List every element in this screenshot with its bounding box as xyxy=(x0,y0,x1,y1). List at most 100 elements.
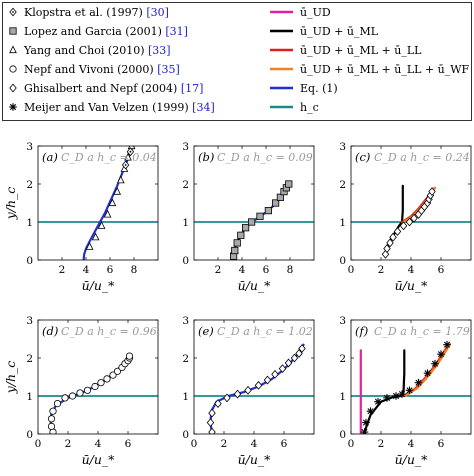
y-tick-label: 2 xyxy=(339,179,346,191)
data-point-diamond xyxy=(284,358,293,368)
data-point-asterisk xyxy=(437,350,445,358)
legend-marker-asterisk xyxy=(9,103,17,111)
asterisk-stroke xyxy=(424,370,431,377)
data-point-square-grey xyxy=(247,218,256,226)
data-point-square-grey xyxy=(271,199,280,207)
cd-label: C_D a h_c = 0.96 xyxy=(61,325,157,338)
data-point-diamond xyxy=(206,418,215,428)
data-point-square-grey xyxy=(264,206,273,215)
data-point-circle xyxy=(49,407,57,415)
y-tick-label: 2 xyxy=(26,353,33,365)
data-point-triangle xyxy=(124,152,132,161)
data-point-diamond xyxy=(386,238,394,248)
panel-label: (f) xyxy=(355,324,368,338)
data-point-asterisk xyxy=(405,386,414,395)
asterisk-stroke xyxy=(443,341,451,348)
legend-model-label: ū_UD + ū_ML + ū_LL xyxy=(300,44,422,57)
data-point-asterisk xyxy=(366,407,375,415)
data-point-diamond-dot xyxy=(137,121,143,129)
cd-label: C_D a h_c = 0.04 xyxy=(61,151,157,164)
x-tick-label: 4 xyxy=(408,438,415,450)
data-point-diamond xyxy=(233,389,242,399)
legend-model-label: ū_UD + ū_ML xyxy=(300,25,379,38)
data-point-circle xyxy=(47,422,56,430)
series-line xyxy=(209,343,305,434)
data-point-diamond xyxy=(383,244,391,254)
data-point-square-grey xyxy=(256,212,264,220)
x-tick-label: 0 xyxy=(35,438,42,450)
legend-marker-diamond xyxy=(9,83,17,93)
data-point-square-grey xyxy=(237,231,245,239)
asterisk-stroke xyxy=(374,398,382,405)
data-point-diamond xyxy=(223,393,231,403)
legend-marker-square-grey xyxy=(9,27,17,35)
y-tick-label: 1 xyxy=(182,217,189,229)
cd-label: C_D a h_c = 0.24 xyxy=(374,151,470,164)
chart-panel-e: 0 2 4 6 0 1 2 3 (e) C_D a h_c = 1.02 ū/u_* xyxy=(182,315,315,467)
y-tick-label: 3 xyxy=(26,315,33,327)
y-tick-label: 0 xyxy=(182,429,189,441)
y-axis-label: y/h_c xyxy=(3,187,18,221)
x-axis-label: ū/u_* xyxy=(395,278,429,293)
data-point-triangle xyxy=(131,133,137,139)
data-point-circle xyxy=(103,375,111,383)
y-tick-label: 0 xyxy=(182,255,189,267)
data-point-circle xyxy=(113,367,122,375)
asterisk-stroke xyxy=(398,391,406,398)
x-axis-label: ū/u_* xyxy=(238,452,272,467)
x-tick-label: 4 xyxy=(239,264,246,276)
series-line xyxy=(363,349,406,434)
data-point-diamond xyxy=(410,213,418,223)
legend-model-label: Eq. (1) xyxy=(300,82,338,95)
legend-frame xyxy=(2,2,472,121)
legend-dataset-ref: [34] xyxy=(192,101,215,114)
data-point-diamond-dot xyxy=(134,129,140,137)
data-point-diamond xyxy=(290,353,299,363)
panel-frame xyxy=(37,319,159,435)
asterisk-stroke xyxy=(431,360,439,367)
panel-label: (c) xyxy=(355,150,370,164)
panel-label: (e) xyxy=(198,324,214,338)
data-point-triangle xyxy=(108,198,117,207)
data-point-asterisk xyxy=(383,394,391,402)
data-point-triangle xyxy=(133,125,139,131)
y-tick-label: 2 xyxy=(339,353,346,365)
data-point-circle xyxy=(53,399,62,408)
chart-panel-d: 0 2 4 6 0 1 2 3 (d) C_D a h_c = 0.96 y/h_c ū/u_* xyxy=(3,315,159,467)
legend-dataset-label: Yang and Choi (2010) [33] xyxy=(23,44,171,57)
data-point-triangle xyxy=(127,146,136,150)
data-point-diamond xyxy=(393,227,402,236)
legend-marker-circle xyxy=(9,65,17,73)
data-point-diamond-dot-dot xyxy=(139,124,141,126)
chart-panels: 2 4 6 8 0 1 2 3 (a) C_D a h_c = 0.04 y/h_c ū/u_* 2 4 6… xyxy=(3,121,472,467)
legend-dataset-label: Lopez and Garcia (2001) [31] xyxy=(24,25,188,38)
y-tick-label: 0 xyxy=(339,429,346,441)
legend-dataset-ref: [31] xyxy=(165,25,188,38)
data-point-square-grey xyxy=(233,239,241,247)
data-point-diamond xyxy=(254,380,263,390)
data-point-triangle xyxy=(113,187,122,195)
series-line xyxy=(403,342,452,398)
legend-dataset-label: Klopstra et al. (1997) [30] xyxy=(24,6,169,19)
x-tick-label: 6 xyxy=(438,264,445,276)
y-tick-label: 3 xyxy=(182,315,189,327)
data-point-diamond xyxy=(405,217,414,227)
x-tick-label: 2 xyxy=(378,264,385,276)
data-point-diamond xyxy=(298,344,306,353)
y-axis-label: y/h_c xyxy=(3,361,18,395)
y-tick-label: 0 xyxy=(26,429,33,441)
x-axis-label: ū/u_* xyxy=(82,278,116,293)
data-point-square-grey xyxy=(241,224,250,232)
asterisk-stroke xyxy=(362,419,370,426)
data-point-diamond xyxy=(389,232,397,242)
data-point-diamond xyxy=(263,375,272,385)
x-tick-label: 6 xyxy=(107,264,114,276)
x-tick-label: 4 xyxy=(408,264,415,276)
chart-panel-a: 2 4 6 8 0 1 2 3 (a) C_D a h_c = 0.04 y/h_c ū/u_* xyxy=(3,121,159,293)
data-point-asterisk xyxy=(374,397,382,406)
data-point-asterisk xyxy=(360,428,369,434)
panel-plot-area xyxy=(351,340,471,434)
asterisk-stroke xyxy=(437,351,445,358)
x-tick-label: 2 xyxy=(215,264,222,276)
asterisk-stroke xyxy=(367,408,374,415)
